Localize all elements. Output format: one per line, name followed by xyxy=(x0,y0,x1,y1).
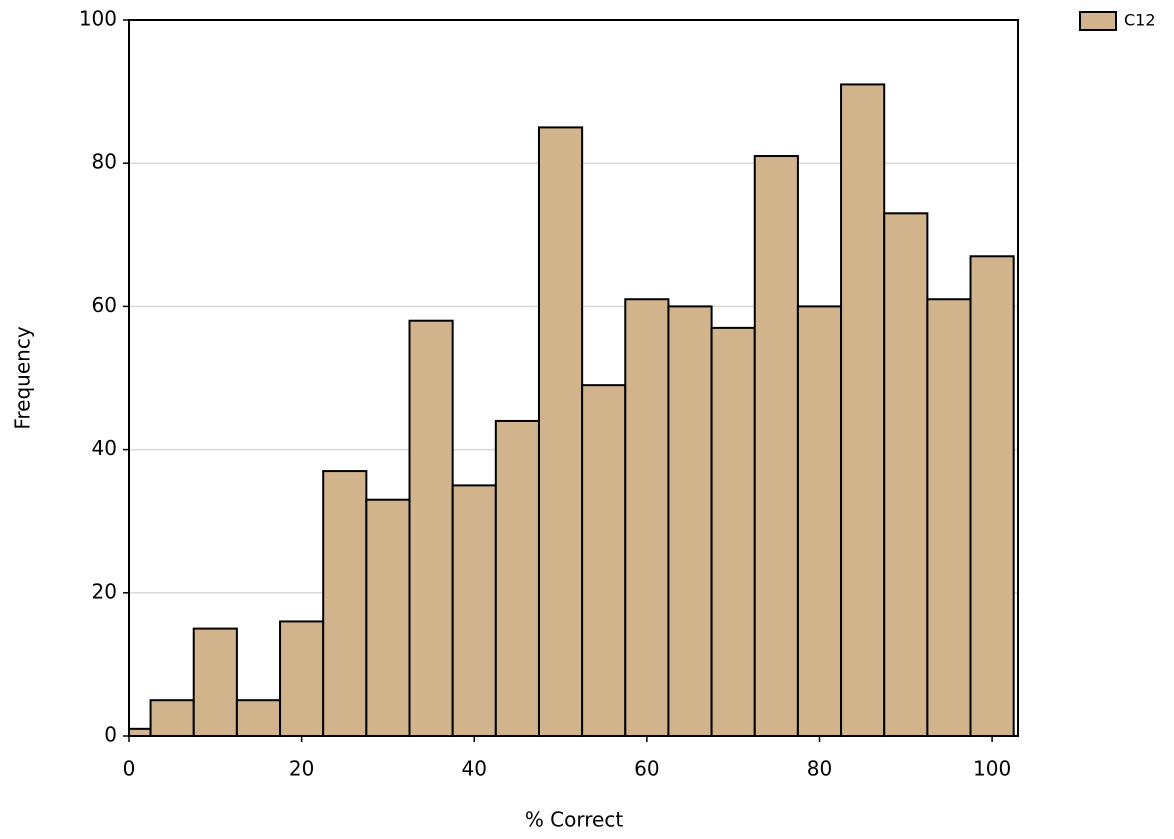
bar xyxy=(624,298,670,736)
y-tick-label: 0 xyxy=(104,723,117,747)
x-tick-label: 60 xyxy=(634,757,659,781)
bar xyxy=(926,298,972,736)
y-tick-label: 80 xyxy=(92,150,117,174)
bars xyxy=(129,83,1015,736)
bar xyxy=(840,83,886,736)
y-axis-label: Frequency xyxy=(11,326,35,429)
bar xyxy=(581,384,627,736)
y-tick-label: 40 xyxy=(92,436,117,460)
bar xyxy=(451,484,497,736)
bar xyxy=(667,305,713,736)
y-tick-label: 60 xyxy=(92,293,117,317)
x-axis-label: % Correct xyxy=(525,808,624,832)
x-tick-label: 0 xyxy=(123,757,136,781)
bar xyxy=(494,419,540,736)
y-tick-label: 100 xyxy=(79,7,117,31)
bar xyxy=(408,319,454,736)
bar xyxy=(796,305,843,736)
x-tick-label: 20 xyxy=(289,757,314,781)
y-tick-label: 20 xyxy=(92,579,117,603)
plot-frame xyxy=(128,19,1019,737)
bar xyxy=(365,498,411,736)
bar xyxy=(537,126,584,736)
bar xyxy=(710,326,756,736)
bar xyxy=(322,470,368,736)
bar xyxy=(883,212,929,736)
legend-label: C12 xyxy=(1124,11,1156,30)
labels: 0 20 40 60 80 100 0 20 40 60 80 100 C12 xyxy=(79,7,1156,781)
bar xyxy=(753,155,799,736)
bar xyxy=(192,627,238,736)
x-tick-label: 100 xyxy=(973,757,1011,781)
x-tick-label: 40 xyxy=(462,757,487,781)
bar xyxy=(149,699,195,736)
bar xyxy=(279,620,325,736)
x-tick-label: 80 xyxy=(807,757,832,781)
legend-swatch xyxy=(1079,11,1117,31)
bar xyxy=(969,255,1015,736)
bar xyxy=(235,699,282,736)
